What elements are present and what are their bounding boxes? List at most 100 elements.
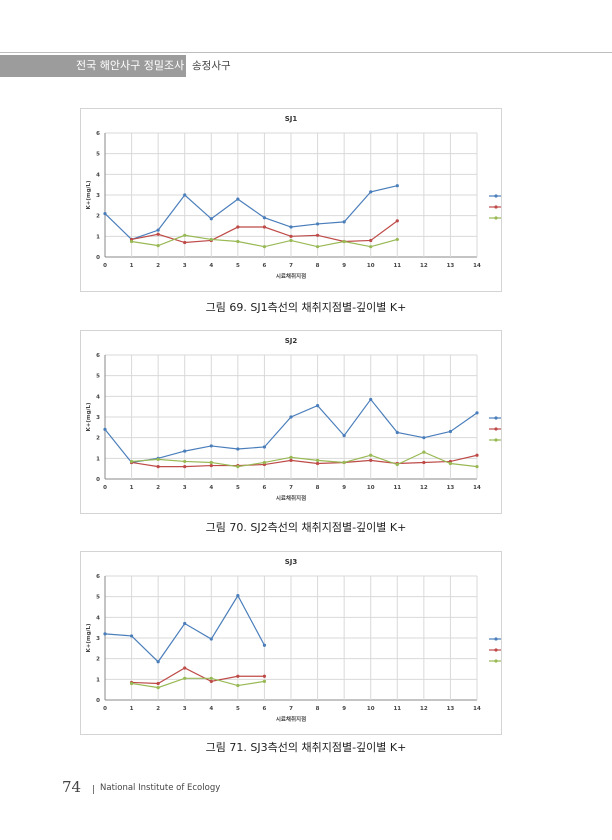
x-tick-label: 4: [209, 706, 213, 712]
x-tick-label: 11: [393, 485, 401, 491]
data-point-100cm: [209, 676, 213, 680]
caption-figure-69: 그림 69. SJ1측선의 채취지점별-깊이별 K+: [205, 301, 407, 314]
x-tick-label: 7: [289, 485, 293, 491]
data-point-60cm: [236, 225, 240, 229]
data-point-20cm: [209, 444, 213, 448]
data-point-60cm: [262, 674, 267, 678]
y-tick-label: 1: [96, 234, 100, 240]
y-axis-label: K+(mg/L): [86, 180, 92, 210]
y-axis-label: K+(mg/L): [86, 623, 92, 653]
header-rule: [0, 52, 612, 53]
caption-figure-71: 그림 71. SJ3측선의 채취지점별-깊이별 K+: [205, 741, 407, 754]
data-point-20cm: [342, 434, 346, 438]
y-axis-label: K+(mg/L): [86, 402, 92, 432]
data-point-60cm: [289, 234, 293, 238]
x-tick-label: 10: [367, 706, 375, 712]
x-tick-label: 0: [103, 263, 107, 269]
data-point-20cm: [395, 184, 399, 188]
series-line-60cm: [131, 667, 265, 685]
data-point-20cm: [422, 436, 426, 440]
chart-sj3: 0 1 2 3 4 5 6 0 1 2 3 4 5 6 7 8 9 10 11 12 13 14 SJ3 시료채취지점 K+(m…: [80, 551, 502, 735]
legend-marker-20cm: [494, 416, 498, 420]
header-section: 전국 해안사구 정밀조사: [0, 55, 186, 77]
data-point-20cm: [262, 445, 267, 449]
data-point-100cm: [156, 457, 160, 461]
data-point-100cm: [236, 465, 240, 469]
data-point-20cm: [236, 594, 240, 598]
x-axis-label: 시료채취지점: [276, 715, 306, 723]
x-tick-label: 5: [236, 263, 240, 269]
x-tick-label: 5: [236, 706, 240, 712]
data-point-100cm: [129, 459, 134, 464]
x-tick-label: 8: [316, 263, 320, 269]
y-tick-label: 6: [96, 131, 100, 137]
x-tick-label: 4: [209, 263, 213, 269]
data-point-100cm: [262, 460, 267, 465]
data-point-20cm: [289, 225, 293, 229]
data-point-20cm: [183, 193, 187, 197]
data-point-20cm: [315, 404, 320, 408]
y-tick-label: 4: [96, 615, 100, 621]
y-tick-label: 3: [96, 415, 100, 421]
legend-marker-60cm: [494, 205, 498, 209]
x-tick-label: 13: [447, 485, 455, 491]
data-point-20cm: [262, 216, 267, 220]
x-tick-label: 14: [473, 706, 481, 712]
data-point-100cm: [342, 460, 346, 465]
chart-title: SJ2: [285, 337, 298, 345]
data-point-60cm: [289, 458, 293, 462]
data-point-60cm: [156, 465, 160, 469]
data-point-60cm: [209, 679, 213, 683]
x-tick-label: 5: [236, 485, 240, 491]
data-point-100cm: [156, 244, 160, 248]
data-point-100cm: [236, 683, 240, 688]
y-tick-label: 6: [96, 353, 100, 359]
data-point-20cm: [236, 197, 240, 201]
x-tick-label: 9: [342, 485, 346, 491]
x-tick-label: 13: [447, 706, 455, 712]
x-tick-label: 3: [183, 706, 187, 712]
x-tick-label: 1: [130, 263, 134, 269]
data-point-20cm: [156, 660, 160, 664]
data-point-20cm: [395, 430, 399, 435]
data-point-100cm: [315, 458, 320, 462]
data-point-100cm: [183, 459, 187, 464]
x-tick-label: 2: [156, 706, 160, 712]
x-tick-label: 14: [473, 263, 481, 269]
data-point-20cm: [369, 190, 373, 194]
data-point-20cm: [103, 427, 107, 431]
data-point-60cm: [315, 461, 320, 466]
data-point-100cm: [395, 462, 399, 467]
y-tick-label: 3: [96, 193, 100, 199]
data-point-20cm: [103, 632, 107, 636]
legend-marker-100cm: [494, 216, 498, 220]
data-point-60cm: [395, 219, 399, 223]
data-point-60cm: [183, 240, 187, 245]
data-point-20cm: [209, 637, 213, 641]
data-point-100cm: [183, 676, 187, 680]
data-point-100cm: [289, 455, 293, 459]
data-point-20cm: [315, 222, 320, 226]
data-point-20cm: [129, 634, 134, 638]
legend-marker-100cm: [494, 659, 498, 663]
data-point-100cm: [209, 237, 213, 242]
x-tick-label: 2: [156, 485, 160, 491]
data-point-100cm: [236, 239, 240, 244]
x-tick-label: 6: [263, 263, 267, 269]
data-point-100cm: [262, 679, 267, 683]
x-tick-label: 3: [183, 263, 187, 269]
data-point-20cm: [183, 449, 187, 453]
data-point-20cm: [475, 411, 479, 415]
data-point-60cm: [422, 460, 426, 465]
data-point-20cm: [369, 397, 373, 402]
legend-marker-20cm: [494, 194, 498, 198]
x-tick-label: 12: [420, 485, 428, 491]
x-axis-label: 시료채취지점: [276, 494, 306, 502]
legend-marker-60cm: [494, 427, 498, 431]
data-point-100cm: [369, 453, 373, 457]
data-point-100cm: [156, 686, 160, 690]
data-point-20cm: [156, 228, 160, 232]
